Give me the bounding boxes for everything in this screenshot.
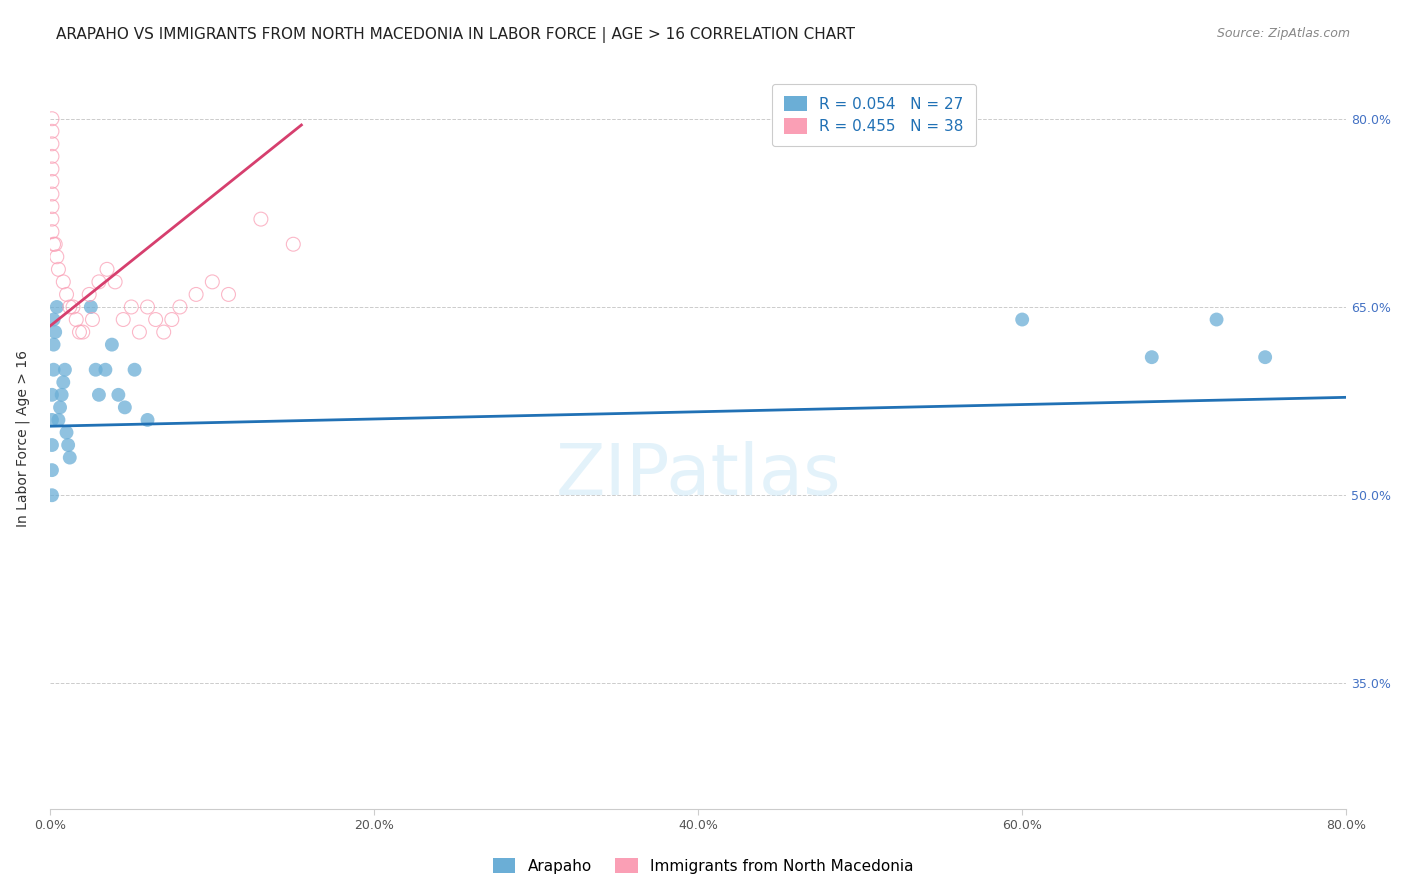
Point [41, 187, 63, 202]
Point [42, 337, 65, 351]
Point [41, 149, 63, 163]
Point [94, 362, 117, 376]
Point [59, 300, 82, 314]
Point [56, 438, 79, 452]
Point [41, 438, 63, 452]
Point [201, 275, 224, 289]
Point [84, 362, 107, 376]
Point [160, 312, 183, 326]
Point [48, 262, 70, 277]
Point [80, 300, 103, 314]
Point [128, 325, 150, 339]
Point [41, 174, 63, 188]
Point [41, 388, 63, 402]
Point [1011, 312, 1033, 326]
Point [107, 388, 129, 402]
Point [136, 300, 159, 314]
Point [65, 312, 87, 326]
Point [114, 401, 136, 415]
Point [53, 362, 76, 376]
Point [51, 388, 73, 402]
Point [49, 401, 72, 415]
Point [1205, 312, 1227, 326]
Point [218, 287, 240, 301]
Point [45, 300, 67, 314]
Point [112, 312, 135, 326]
Legend: Arapaho, Immigrants from North Macedonia: Arapaho, Immigrants from North Macedonia [486, 852, 920, 880]
Point [145, 312, 167, 326]
Point [283, 237, 305, 252]
Point [104, 275, 127, 289]
Point [41, 225, 63, 239]
Point [44, 325, 66, 339]
Point [42, 237, 65, 252]
Point [41, 488, 63, 502]
Point [69, 325, 91, 339]
Point [1254, 350, 1277, 364]
Y-axis label: In Labor Force | Age > 16: In Labor Force | Age > 16 [15, 351, 30, 527]
Point [42, 312, 65, 326]
Point [48, 413, 70, 427]
Point [87, 388, 110, 402]
Point [41, 112, 63, 126]
Point [41, 124, 63, 138]
Point [44, 237, 66, 252]
Point [72, 325, 94, 339]
Point [1140, 350, 1163, 364]
Point [250, 212, 273, 227]
Legend: R = 0.054   N = 27, R = 0.455   N = 38: R = 0.054 N = 27, R = 0.455 N = 38 [772, 84, 976, 146]
Point [41, 463, 63, 477]
Point [87, 275, 110, 289]
Point [52, 376, 75, 390]
Point [124, 362, 146, 376]
Point [82, 312, 104, 326]
Point [41, 161, 63, 176]
Point [45, 250, 67, 264]
Text: ARAPAHO VS IMMIGRANTS FROM NORTH MACEDONIA IN LABOR FORCE | AGE > 16 CORRELATION: ARAPAHO VS IMMIGRANTS FROM NORTH MACEDON… [56, 27, 855, 43]
Point [55, 287, 77, 301]
Point [41, 136, 63, 151]
Point [41, 413, 63, 427]
Point [41, 212, 63, 227]
Point [96, 262, 118, 277]
Point [42, 362, 65, 376]
Point [41, 200, 63, 214]
Point [52, 275, 75, 289]
Text: ZIPatlas: ZIPatlas [555, 442, 841, 510]
Text: Source: ZipAtlas.com: Source: ZipAtlas.com [1216, 27, 1350, 40]
Point [55, 425, 77, 440]
Point [101, 337, 124, 351]
Point [77, 287, 100, 301]
Point [152, 325, 174, 339]
Point [59, 450, 82, 465]
Point [169, 300, 191, 314]
Point [136, 413, 159, 427]
Point [120, 300, 142, 314]
Point [62, 300, 84, 314]
Point [184, 287, 207, 301]
